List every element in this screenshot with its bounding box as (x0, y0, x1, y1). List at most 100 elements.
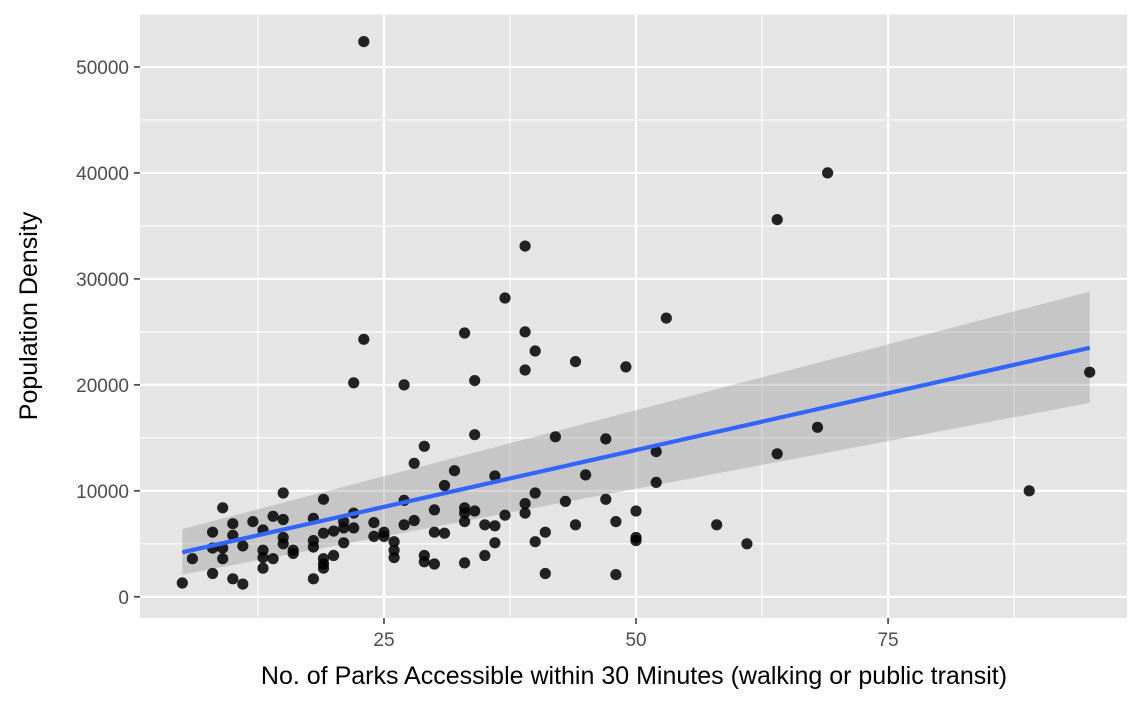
data-point (539, 526, 551, 538)
data-point (368, 517, 380, 529)
data-point (519, 326, 531, 338)
data-point (267, 510, 279, 522)
data-point (317, 493, 330, 505)
data-point (580, 469, 592, 481)
data-point (741, 538, 753, 550)
data-point (469, 505, 481, 517)
data-point (459, 557, 471, 569)
data-point (277, 538, 289, 550)
data-point (257, 562, 269, 574)
data-point (529, 345, 541, 357)
x-axis: 25 50 75 (373, 618, 899, 651)
data-point (600, 433, 612, 445)
data-point (227, 529, 239, 541)
data-point (519, 364, 531, 376)
data-point (358, 36, 370, 48)
data-point (479, 519, 491, 531)
data-point (328, 525, 340, 537)
y-axis: 0 10000 20000 30000 40000 50000 (76, 58, 140, 609)
data-point (469, 375, 481, 387)
regression-line (181, 345, 1091, 555)
data-point (459, 507, 471, 519)
data-point (771, 448, 783, 460)
data-point (378, 530, 390, 543)
data-point (771, 214, 783, 226)
data-point (811, 421, 824, 433)
data-point (328, 549, 340, 562)
data-point (307, 541, 319, 553)
data-point (529, 487, 541, 499)
data-point (408, 457, 420, 469)
data-point (277, 513, 289, 526)
confidence-band-layer (182, 291, 1090, 575)
data-point (1084, 366, 1096, 378)
data-point (630, 505, 642, 517)
data-point (257, 552, 269, 564)
data-point (489, 520, 501, 532)
data-point (549, 431, 562, 443)
data-point (317, 562, 330, 574)
y-tick-label: 30000 (76, 270, 129, 291)
data-point (519, 507, 531, 519)
data-point (176, 577, 188, 589)
data-point (438, 479, 451, 492)
data-point (418, 440, 430, 452)
data-point (559, 495, 572, 507)
data-point (650, 446, 662, 458)
plot-panel (140, 14, 1127, 618)
fit-line-layer (181, 345, 1091, 555)
data-point (227, 573, 239, 585)
y-axis-title: Population Density (15, 211, 43, 420)
data-point (459, 516, 471, 528)
data-points-layer (176, 36, 1096, 590)
data-point (398, 379, 410, 391)
data-point (519, 240, 531, 252)
y-tick-label: 40000 (76, 164, 129, 185)
data-point (519, 498, 531, 510)
data-point (338, 522, 350, 534)
data-point (711, 519, 723, 531)
data-point (408, 514, 420, 527)
data-point (438, 527, 451, 539)
y-tick-label: 20000 (76, 376, 129, 397)
data-point (489, 470, 501, 482)
data-point (358, 333, 370, 345)
data-point (277, 487, 289, 499)
data-point (1023, 485, 1035, 497)
data-point (267, 553, 279, 565)
data-point (469, 429, 481, 441)
data-point (569, 519, 582, 531)
data-point (237, 540, 249, 552)
data-point (610, 569, 622, 581)
data-point (479, 549, 491, 562)
data-point (368, 530, 380, 543)
data-point (307, 573, 319, 585)
data-point (529, 536, 541, 548)
data-point (388, 536, 400, 548)
data-point (237, 578, 249, 590)
data-point (630, 535, 642, 547)
y-tick-label: 10000 (76, 482, 129, 503)
data-point (207, 567, 219, 580)
x-axis-title: No. of Parks Accessible within 30 Minute… (261, 662, 1007, 690)
x-tick-label: 50 (625, 630, 646, 651)
data-point (317, 527, 330, 539)
x-tick-label: 75 (877, 630, 898, 651)
data-point (418, 556, 430, 568)
y-tick-label: 50000 (76, 58, 129, 79)
grid-minor (140, 13, 1127, 618)
data-point (428, 558, 440, 570)
data-point (499, 509, 511, 521)
data-point (610, 516, 622, 528)
data-point (186, 553, 198, 565)
data-point (348, 377, 360, 389)
data-point (217, 502, 229, 514)
data-point (388, 552, 400, 564)
data-point (499, 292, 511, 304)
data-point (217, 553, 229, 565)
data-point (448, 465, 461, 477)
data-point (620, 361, 632, 373)
data-point (398, 519, 410, 531)
data-point (489, 537, 501, 549)
data-point (338, 537, 350, 549)
